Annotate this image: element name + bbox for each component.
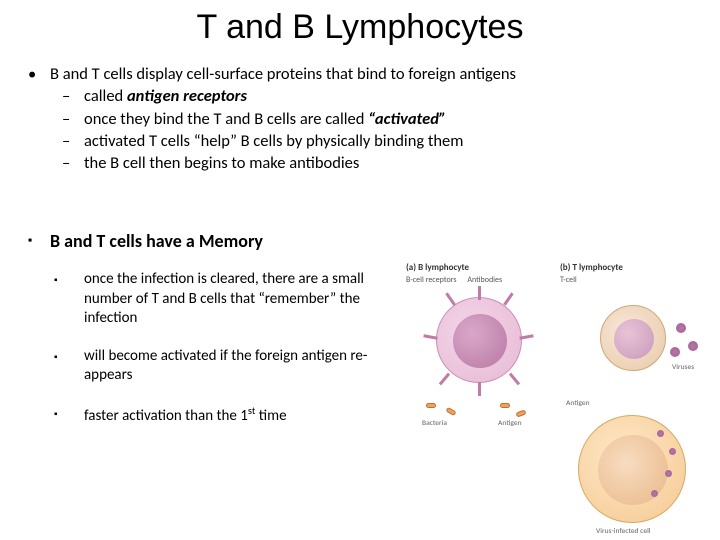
memory-heading-text: B and T cells have a Memory (50, 230, 263, 252)
sub-bullet-text: the B cell then begins to make antibodie… (84, 152, 692, 174)
dash-mark: – (62, 152, 84, 174)
panel-a-title: (a) B lymphocyte (406, 262, 552, 273)
b-cell-receptor (423, 334, 437, 339)
b-cell-receptor (478, 286, 481, 300)
virus-icon (688, 341, 698, 351)
panel-b-graphic: Viruses Antigen Virus-infected cell (560, 287, 706, 522)
memory-item-text: once the infection is cleared, there are… (84, 270, 388, 329)
figure-panel-b: (b) T lymphocyte T-cell Viruses Antigen (560, 262, 706, 522)
b-cell-receptor (519, 334, 533, 339)
label-antigen: Antigen (498, 419, 522, 428)
bacteria-icon (515, 409, 526, 417)
panel-a-graphic: Bacteria Antigen (406, 287, 552, 522)
memory-item: ▪ will become activated if the foreign a… (28, 347, 388, 386)
b-cell-receptor (439, 373, 450, 386)
virus-icon (657, 430, 664, 437)
virus-icon (670, 347, 680, 357)
top-bullet-block: • B and T cells display cell-surface pro… (28, 63, 692, 174)
label-tcell: T-cell (560, 275, 706, 285)
memory-item-text: faster activation than the 1st time (84, 404, 388, 427)
memory-heading-row: ▪ B and T cells have a Memory (28, 230, 692, 252)
sub-bullet-text: activated T cells “help” B cells by phys… (84, 130, 692, 152)
memory-last-post: time (255, 407, 286, 425)
label-virus-infected-cell: Virus-infected cell (596, 527, 651, 536)
memory-item: ▪ once the infection is cleared, there a… (28, 270, 388, 329)
square-bullet-mark: ▪ (54, 347, 84, 386)
dash-mark: – (62, 85, 84, 107)
sub-bullet-text: once they bind the T and B cells are cal… (84, 108, 692, 130)
sub-bold: “activated” (368, 109, 446, 129)
t-cell-nucleus (614, 319, 654, 359)
slide-root: T and B Lymphocytes • B and T cells disp… (0, 0, 720, 540)
sub-bold: antigen receptors (127, 86, 247, 106)
bacteria-icon (500, 403, 510, 408)
panel-a-sublabels: B-cell receptors Antibodies (406, 275, 552, 285)
b-cell-receptor (503, 292, 513, 305)
bacteria-icon (445, 407, 456, 416)
bullet-mark: • (28, 63, 50, 85)
memory-item-text: will become activated if the foreign ant… (84, 347, 388, 386)
panel-b-title: (b) T lymphocyte (560, 262, 706, 273)
bullet-lead-text: B and T cells display cell-surface prote… (50, 63, 692, 85)
square-bullet-mark: ▪ (54, 270, 84, 329)
label-viruses: Viruses (672, 363, 694, 372)
sub-pre: called (84, 86, 127, 106)
virus-icon (669, 448, 676, 455)
dash-mark: – (62, 130, 84, 152)
sub-bullet-row: – called antigen receptors (28, 85, 692, 107)
figure-region: (a) B lymphocyte B-cell receptors Antibo… (406, 262, 706, 522)
slide-title: T and B Lymphocytes (28, 8, 692, 47)
virus-icon (676, 323, 686, 333)
memory-item: ▪ faster activation than the 1st time (28, 404, 388, 427)
bullet-row: • B and T cells display cell-surface pro… (28, 63, 692, 85)
b-lymphocyte-cell (436, 297, 522, 383)
memory-items-block: ▪ once the infection is cleared, there a… (28, 270, 388, 426)
label-antibodies: Antibodies (467, 275, 502, 285)
sub-bullet-row: – the B cell then begins to make antibod… (28, 152, 692, 174)
bacteria-icon (426, 403, 436, 408)
b-cell-receptor (509, 373, 520, 386)
square-bullet-mark: ▪ (54, 404, 84, 427)
virus-icon (665, 470, 672, 477)
sub-bullet-text: called antigen receptors (84, 85, 692, 107)
sub-bullet-row: – once they bind the T and B cells are c… (28, 108, 692, 130)
b-cell-nucleus (453, 314, 507, 368)
dash-mark: – (62, 108, 84, 130)
infected-cell (578, 415, 686, 523)
b-cell-receptor (478, 382, 481, 396)
memory-last-pre: faster activation than the 1 (84, 407, 248, 425)
square-bullet-mark: ▪ (28, 230, 50, 252)
label-bacteria: Bacteria (422, 419, 447, 428)
sub-pre: once they bind the T and B cells are cal… (84, 109, 368, 129)
b-cell-receptor (445, 292, 455, 305)
label-bcell-receptors: B-cell receptors (406, 275, 456, 285)
label-antigen: Antigen (566, 399, 590, 408)
virus-icon (651, 490, 658, 497)
figure-panel-a: (a) B lymphocyte B-cell receptors Antibo… (406, 262, 552, 522)
sub-bullet-row: – activated T cells “help” B cells by ph… (28, 130, 692, 152)
t-lymphocyte-cell (600, 305, 666, 371)
